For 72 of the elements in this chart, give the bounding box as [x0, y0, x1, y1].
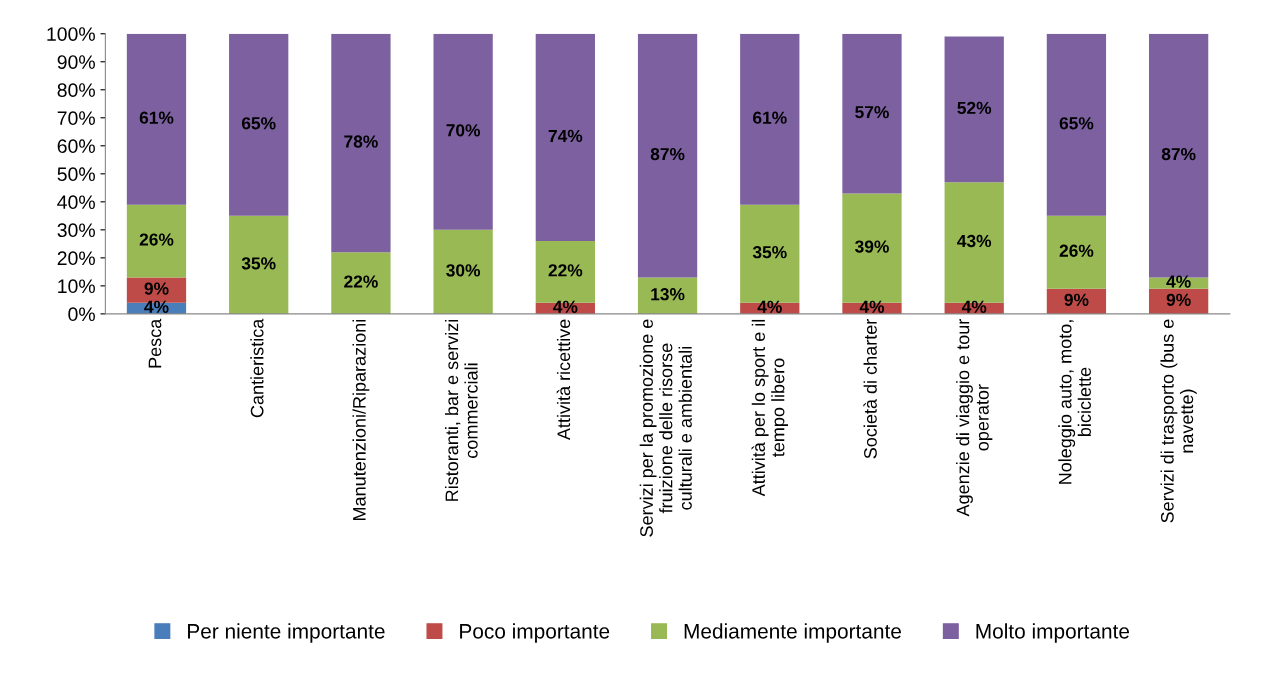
data-label: 78%	[344, 135, 378, 148]
x-tick-label: Attività per lo sport e il tempo libero	[751, 319, 789, 497]
data-label: 4%	[553, 300, 578, 313]
y-tick-label: 0%	[68, 307, 95, 322]
x-tick-label: Manutenzioni/Riparazioni	[352, 319, 370, 520]
data-label: 22%	[344, 275, 378, 288]
y-tick-label: 80%	[57, 83, 95, 98]
y-tick-label: 70%	[57, 111, 95, 126]
data-label: 65%	[1059, 117, 1094, 130]
data-label: 65%	[241, 117, 276, 130]
bar	[535, 33, 595, 242]
x-tick-label: Agenzie di viaggio e tour operator	[956, 319, 993, 517]
y-tick-label: 100%	[47, 27, 95, 41]
x-tick-label: Servizi di trasporto (bus e navette)	[1160, 319, 1197, 523]
legend-label: Mediamente importante	[684, 623, 901, 643]
legend-label: Per niente importante	[188, 623, 385, 643]
data-label: 9%	[144, 282, 169, 295]
bar	[126, 204, 187, 278]
data-label: 4%	[859, 300, 885, 313]
bar	[1046, 33, 1107, 216]
x-tick-label: Cantieristica	[250, 318, 264, 418]
data-label: 43%	[957, 234, 992, 248]
bar	[842, 33, 902, 194]
y-tick-label: 50%	[57, 167, 95, 182]
bar	[126, 33, 187, 205]
bar	[433, 33, 493, 230]
bar	[331, 33, 391, 253]
bar	[740, 33, 800, 205]
data-label: 35%	[752, 246, 787, 259]
x-tick-label: Servizi per la promozione e fruizione delle risorse culturali e ambientali	[639, 319, 692, 537]
y-tick-label: 90%	[57, 55, 95, 69]
x-tick-label: Società di charter	[863, 319, 877, 459]
data-label: 61%	[139, 111, 174, 124]
x-tick-label: Pesca	[148, 318, 162, 368]
data-label: 22%	[548, 264, 583, 277]
bar	[433, 229, 493, 314]
bar	[331, 252, 391, 314]
data-label: 57%	[855, 106, 889, 119]
data-label: 87%	[1161, 147, 1196, 161]
data-label: 4%	[144, 300, 169, 313]
data-label: 87%	[650, 147, 685, 161]
y-tick-label: 40%	[57, 195, 95, 210]
legend-label: Poco importante	[460, 623, 610, 643]
y-tick-label: 30%	[57, 223, 95, 238]
data-label: 39%	[855, 240, 889, 253]
bar	[229, 33, 289, 216]
data-label: 74%	[548, 129, 583, 143]
data-label: 26%	[1059, 244, 1094, 257]
bar	[1046, 215, 1107, 289]
data-label: 9%	[1166, 293, 1191, 306]
data-label: 52%	[957, 101, 992, 115]
bar	[944, 36, 1004, 183]
data-label: 70%	[446, 124, 481, 137]
data-label: 35%	[241, 257, 276, 270]
y-tick-label: 60%	[57, 139, 95, 154]
data-label: 61%	[753, 111, 787, 124]
data-label: 26%	[139, 233, 174, 246]
x-tick-label: Noleggio auto, moto, biciclette	[1058, 320, 1091, 484]
data-label: 4%	[757, 300, 782, 313]
y-tick-label: 20%	[57, 251, 95, 266]
x-tick-label: Attività ricettive	[556, 319, 571, 441]
data-label: 4%	[961, 300, 987, 313]
bar	[637, 33, 698, 278]
data-label: 13%	[651, 288, 685, 301]
x-tick-label: Ristoranti, bar e servizi commerciali	[444, 319, 478, 501]
bar	[637, 277, 698, 314]
data-label: 30%	[446, 264, 481, 277]
legend-label: Molto importante	[976, 623, 1130, 643]
data-label: 4%	[1166, 275, 1191, 288]
data-label: 9%	[1064, 293, 1089, 306]
bar	[229, 215, 289, 314]
y-tick-label: 10%	[58, 279, 95, 294]
